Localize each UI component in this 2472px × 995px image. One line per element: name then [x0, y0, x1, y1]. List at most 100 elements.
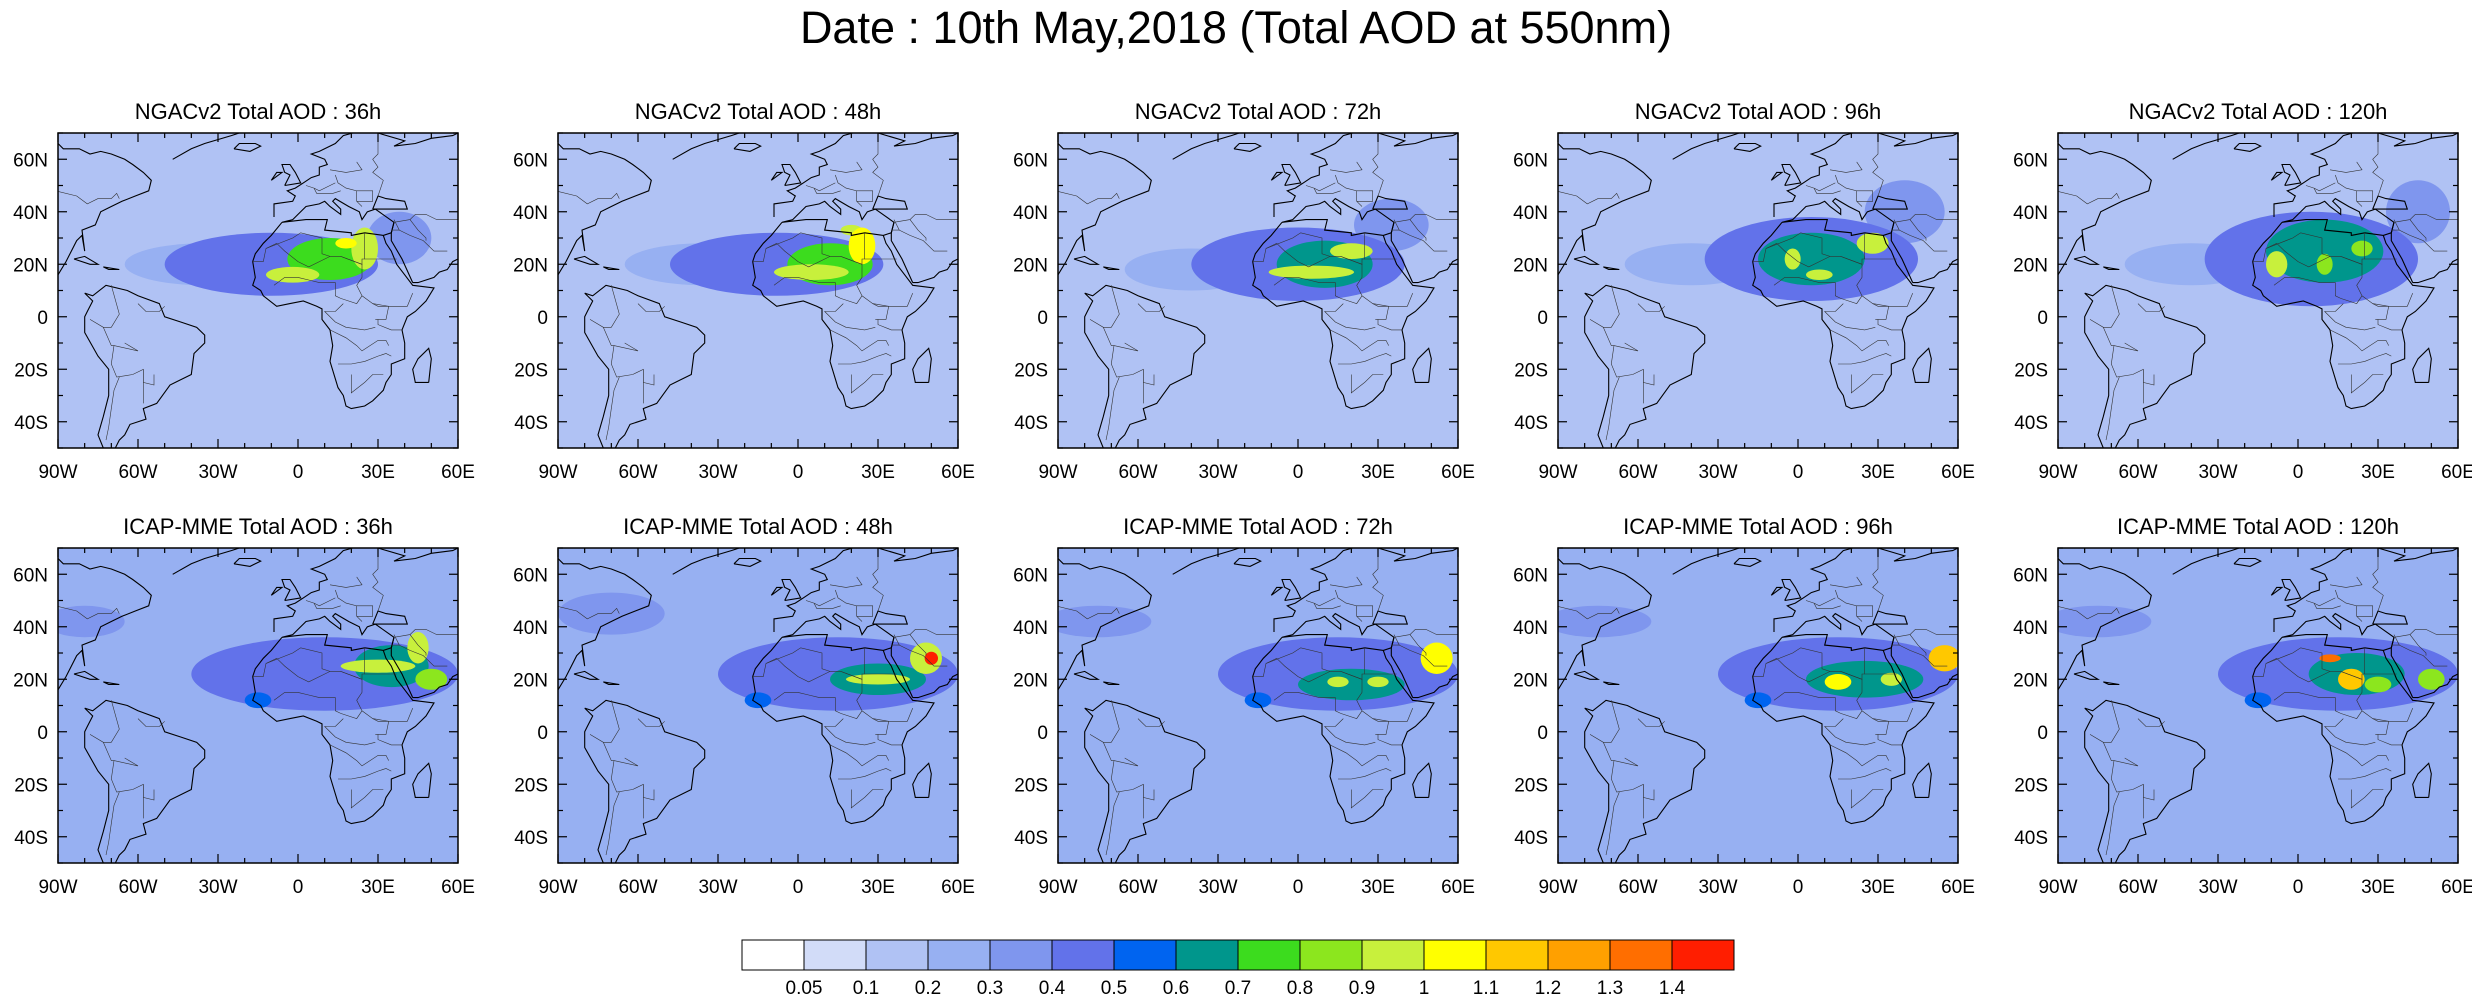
border-line: [486, 233, 539, 249]
map-panel: NGACv2 Total AOD : 36h 90W 60W 30W 0 30E 60E 60…: [13, 99, 475, 483]
y-tick-label: 20N: [2013, 255, 2048, 276]
coastline: [1558, 143, 1652, 276]
coastlines: [1058, 548, 1458, 863]
y-tick-label: 20S: [14, 775, 48, 796]
border-line: [393, 214, 458, 223]
coastline: [270, 171, 284, 181]
map-panels: NGACv2 Total AOD : 36h 90W 60W 30W 0 30E 60E 60…: [0, 99, 2472, 898]
coastline: [890, 222, 914, 283]
border-line: [1603, 742, 1639, 767]
border-line: [1377, 319, 1402, 331]
coastline: [1233, 557, 1262, 567]
y-tick-label: 40S: [514, 828, 548, 849]
x-tick-label: 60E: [1441, 462, 1475, 483]
x-tick-label: 60W: [618, 462, 657, 483]
border-line: [773, 277, 863, 304]
border-line: [1393, 629, 1458, 638]
colorbar-label: 1.2: [1535, 978, 1561, 995]
border-line: [103, 742, 139, 767]
border-line: [891, 219, 900, 231]
border-line: [329, 744, 389, 767]
coastlines: [2058, 548, 2458, 863]
border-line: [823, 303, 876, 331]
y-tick-label: 0: [1537, 723, 1548, 744]
coastline: [2281, 163, 2302, 187]
x-tick-label: 30W: [1698, 877, 1737, 898]
border-line: [2105, 376, 2120, 441]
aod-blob: [1864, 180, 1945, 244]
coastline: [1733, 557, 1762, 567]
coastline: [412, 673, 458, 699]
coastlines: [1058, 133, 1458, 448]
x-tick-label: 30E: [861, 462, 895, 483]
x-tick-label: 60W: [1618, 877, 1657, 898]
coastline: [872, 195, 909, 210]
x-tick-label: 30E: [361, 877, 395, 898]
border-line: [273, 692, 363, 719]
aod-blob: [2351, 240, 2373, 257]
border-line: [1765, 647, 1831, 672]
aod-blob: [2338, 668, 2365, 690]
x-tick-label: 30E: [1861, 877, 1895, 898]
border-line: [850, 374, 884, 394]
y-tick-label: 20N: [1513, 255, 1548, 276]
y-tick-label: 20S: [2014, 360, 2048, 381]
border-line: [1823, 718, 1876, 746]
x-tick-label: 30E: [861, 877, 895, 898]
colorbar-swatch: [1299, 939, 1363, 971]
border-line: [899, 644, 948, 667]
border-line: [89, 700, 120, 743]
border-line: [1877, 734, 1902, 746]
border-line: [1805, 182, 1836, 192]
border-line: [1329, 161, 1363, 173]
border-line: [1409, 219, 1427, 241]
border-line: [105, 791, 120, 856]
coastline: [770, 171, 784, 181]
border-line: [1335, 174, 1363, 207]
border-line: [1391, 634, 1400, 646]
x-tick-label: 90W: [2038, 462, 2077, 483]
y-tick-label: 40S: [1014, 828, 1048, 849]
border-line: [1838, 353, 1892, 365]
border-line: [2409, 219, 2427, 241]
border-line: [1105, 376, 1120, 441]
y-tick-label: 60N: [1513, 150, 1548, 171]
coastline: [281, 197, 395, 237]
aod-blob: [2244, 692, 2272, 709]
aod-blob: [2316, 253, 2333, 275]
border-line: [486, 648, 539, 664]
border-line: [1605, 791, 1620, 856]
border-line: [2265, 232, 2331, 257]
coastlines: [0, 548, 458, 863]
coastline: [1752, 221, 1935, 410]
x-tick-label: 0: [1293, 877, 1304, 898]
coastline: [1281, 197, 1395, 237]
y-tick-label: 40S: [14, 413, 48, 434]
border-line: [1356, 190, 1373, 202]
x-tick-label: 0: [793, 462, 804, 483]
coastline: [1872, 195, 1909, 210]
border-line: [1089, 285, 1120, 328]
border-line: [1899, 644, 1948, 667]
border-line: [1986, 233, 2039, 249]
panel-title: NGACv2 Total AOD : 36h: [135, 99, 382, 124]
coastline: [1672, 133, 1740, 160]
border-line: [1323, 718, 1376, 746]
coastline: [1872, 610, 1909, 625]
border-line: [1372, 548, 1384, 612]
figure-title: Date : 10th May,2018 (Total AOD at 550nm…: [799, 2, 1673, 53]
border-line: [1377, 734, 1402, 746]
y-tick-label: 0: [37, 723, 48, 744]
aod-blob: [1367, 676, 1389, 688]
border-line: [0, 648, 39, 664]
aod-field: [558, 133, 958, 448]
aod-blob: [407, 632, 429, 664]
border-line: [610, 345, 655, 386]
coastline: [1412, 673, 1458, 699]
coastline: [1558, 558, 1652, 691]
coastline: [252, 221, 435, 410]
coastline: [1781, 197, 1895, 237]
colorbar-label: 1.1: [1473, 978, 1499, 995]
border-line: [2377, 319, 2402, 331]
coastline: [603, 266, 620, 271]
